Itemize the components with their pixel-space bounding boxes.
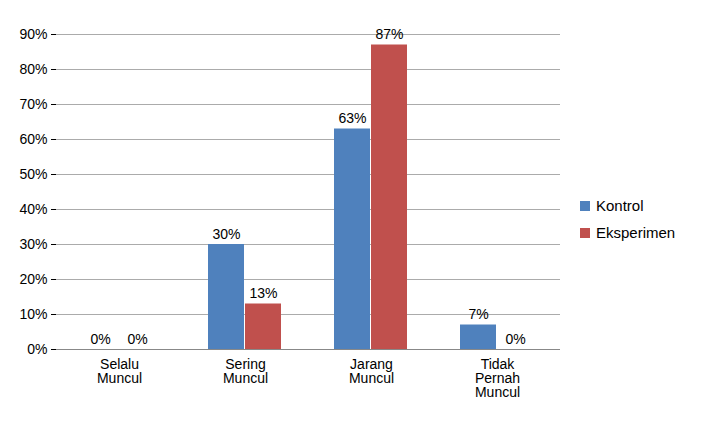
svg-text:70%: 70%	[19, 96, 47, 112]
svg-text:80%: 80%	[19, 61, 47, 77]
svg-text:0%: 0%	[90, 331, 110, 347]
svg-text:JarangMuncul: JarangMuncul	[349, 356, 394, 386]
svg-text:SelaluMuncul: SelaluMuncul	[97, 356, 142, 386]
html-text:Eksperimen: Eksperimen	[596, 224, 676, 241]
svg-text:7%: 7%	[468, 306, 488, 322]
svg-text:0%: 0%	[505, 331, 525, 347]
svg-text:30%: 30%	[19, 236, 47, 252]
svg-text:TidakPernahMuncul: TidakPernahMuncul	[475, 356, 520, 400]
svg-text:50%: 50%	[19, 166, 47, 182]
svg-text:0%: 0%	[27, 341, 47, 357]
svg-text:SeringMuncul: SeringMuncul	[223, 356, 268, 386]
svg-text:30%: 30%	[212, 226, 240, 242]
svg-text:63%: 63%	[338, 110, 366, 126]
svg-text:10%: 10%	[19, 306, 47, 322]
svg-text:40%: 40%	[19, 201, 47, 217]
svg-text:20%: 20%	[19, 271, 47, 287]
html-text:Kontrol: Kontrol	[596, 197, 644, 214]
svg-text:87%: 87%	[375, 26, 403, 42]
svg-text:13%: 13%	[249, 285, 277, 301]
svg-text:90%: 90%	[19, 26, 47, 42]
svg-text:0%: 0%	[127, 331, 147, 347]
svg-text:60%: 60%	[19, 131, 47, 147]
